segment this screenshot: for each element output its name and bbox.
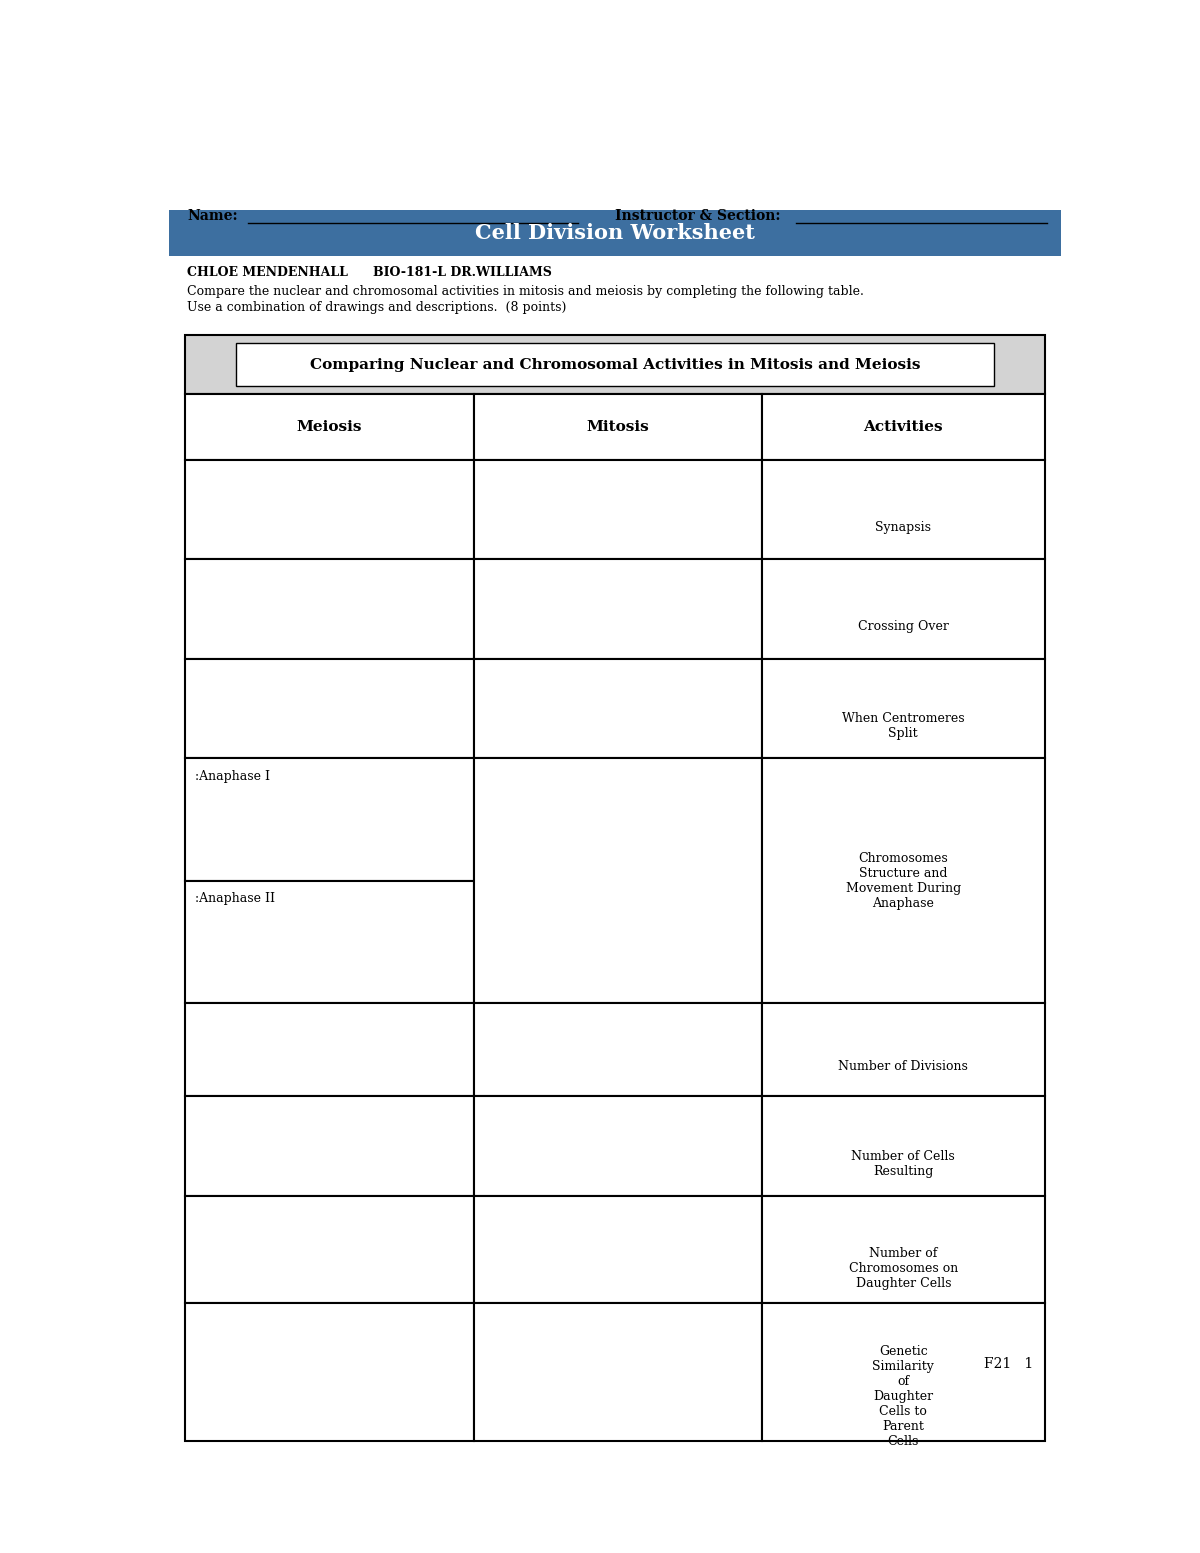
Text: Number of Cells
Resulting: Number of Cells Resulting	[852, 1149, 955, 1177]
Text: Mitosis: Mitosis	[587, 421, 649, 435]
Bar	[185, 559, 474, 658]
Bar	[474, 1303, 762, 1441]
Bar	[185, 1196, 474, 1303]
Bar	[474, 559, 762, 658]
Text: Cell Division Worksheet: Cell Division Worksheet	[475, 224, 755, 242]
Bar	[185, 1003, 474, 1096]
Text: Activities: Activities	[864, 421, 943, 435]
Bar	[762, 1196, 1045, 1303]
Bar	[185, 334, 1045, 394]
Bar	[185, 460, 474, 559]
Bar	[236, 343, 994, 387]
Bar	[762, 758, 1045, 1003]
Bar	[762, 658, 1045, 758]
Text: Meiosis: Meiosis	[296, 421, 362, 435]
Bar	[474, 1096, 762, 1196]
Bar	[185, 1096, 474, 1196]
Text: :Anaphase II: :Anaphase II	[194, 893, 275, 905]
Bar	[762, 1096, 1045, 1196]
Bar	[168, 210, 1061, 256]
Bar	[185, 658, 474, 758]
Bar	[474, 394, 762, 460]
Bar	[474, 460, 762, 559]
Text: Chromosomes
Structure and
Movement During
Anaphase: Chromosomes Structure and Movement Durin…	[846, 851, 961, 910]
Bar	[762, 559, 1045, 658]
Text: F21   1: F21 1	[984, 1357, 1033, 1371]
Text: Instructor & Section:: Instructor & Section:	[616, 210, 780, 224]
Bar	[762, 460, 1045, 559]
Bar	[185, 881, 474, 1003]
Text: :Anaphase I: :Anaphase I	[194, 770, 270, 783]
Bar	[762, 1303, 1045, 1441]
Bar	[185, 1303, 474, 1441]
Bar	[474, 1003, 762, 1096]
Bar	[474, 658, 762, 758]
Bar	[474, 1196, 762, 1303]
Bar	[185, 758, 474, 881]
Text: Number of Divisions: Number of Divisions	[839, 1061, 968, 1073]
Bar	[762, 394, 1045, 460]
Bar	[762, 1003, 1045, 1096]
Text: When Centromeres
Split: When Centromeres Split	[842, 713, 965, 741]
Text: Synapsis: Synapsis	[875, 522, 931, 534]
Text: Number of
Chromosomes on
Daughter Cells: Number of Chromosomes on Daughter Cells	[848, 1247, 958, 1291]
Text: BIO-181-L DR.WILLIAMS: BIO-181-L DR.WILLIAMS	[373, 266, 552, 280]
Bar	[185, 394, 474, 460]
Text: Name:: Name:	[187, 210, 238, 224]
Text: CHLOE MENDENHALL: CHLOE MENDENHALL	[187, 266, 348, 280]
Text: Genetic
Similarity
of
Daughter
Cells to
Parent
Cells: Genetic Similarity of Daughter Cells to …	[872, 1345, 935, 1449]
Text: Comparing Nuclear and Chromosomal Activities in Mitosis and Meiosis: Comparing Nuclear and Chromosomal Activi…	[310, 357, 920, 371]
Text: Use a combination of drawings and descriptions.  (8 points): Use a combination of drawings and descri…	[187, 301, 566, 314]
Text: Crossing Over: Crossing Over	[858, 621, 949, 634]
Bar	[474, 758, 762, 1003]
Text: Compare the nuclear and chromosomal activities in mitosis and meiosis by complet: Compare the nuclear and chromosomal acti…	[187, 286, 864, 298]
